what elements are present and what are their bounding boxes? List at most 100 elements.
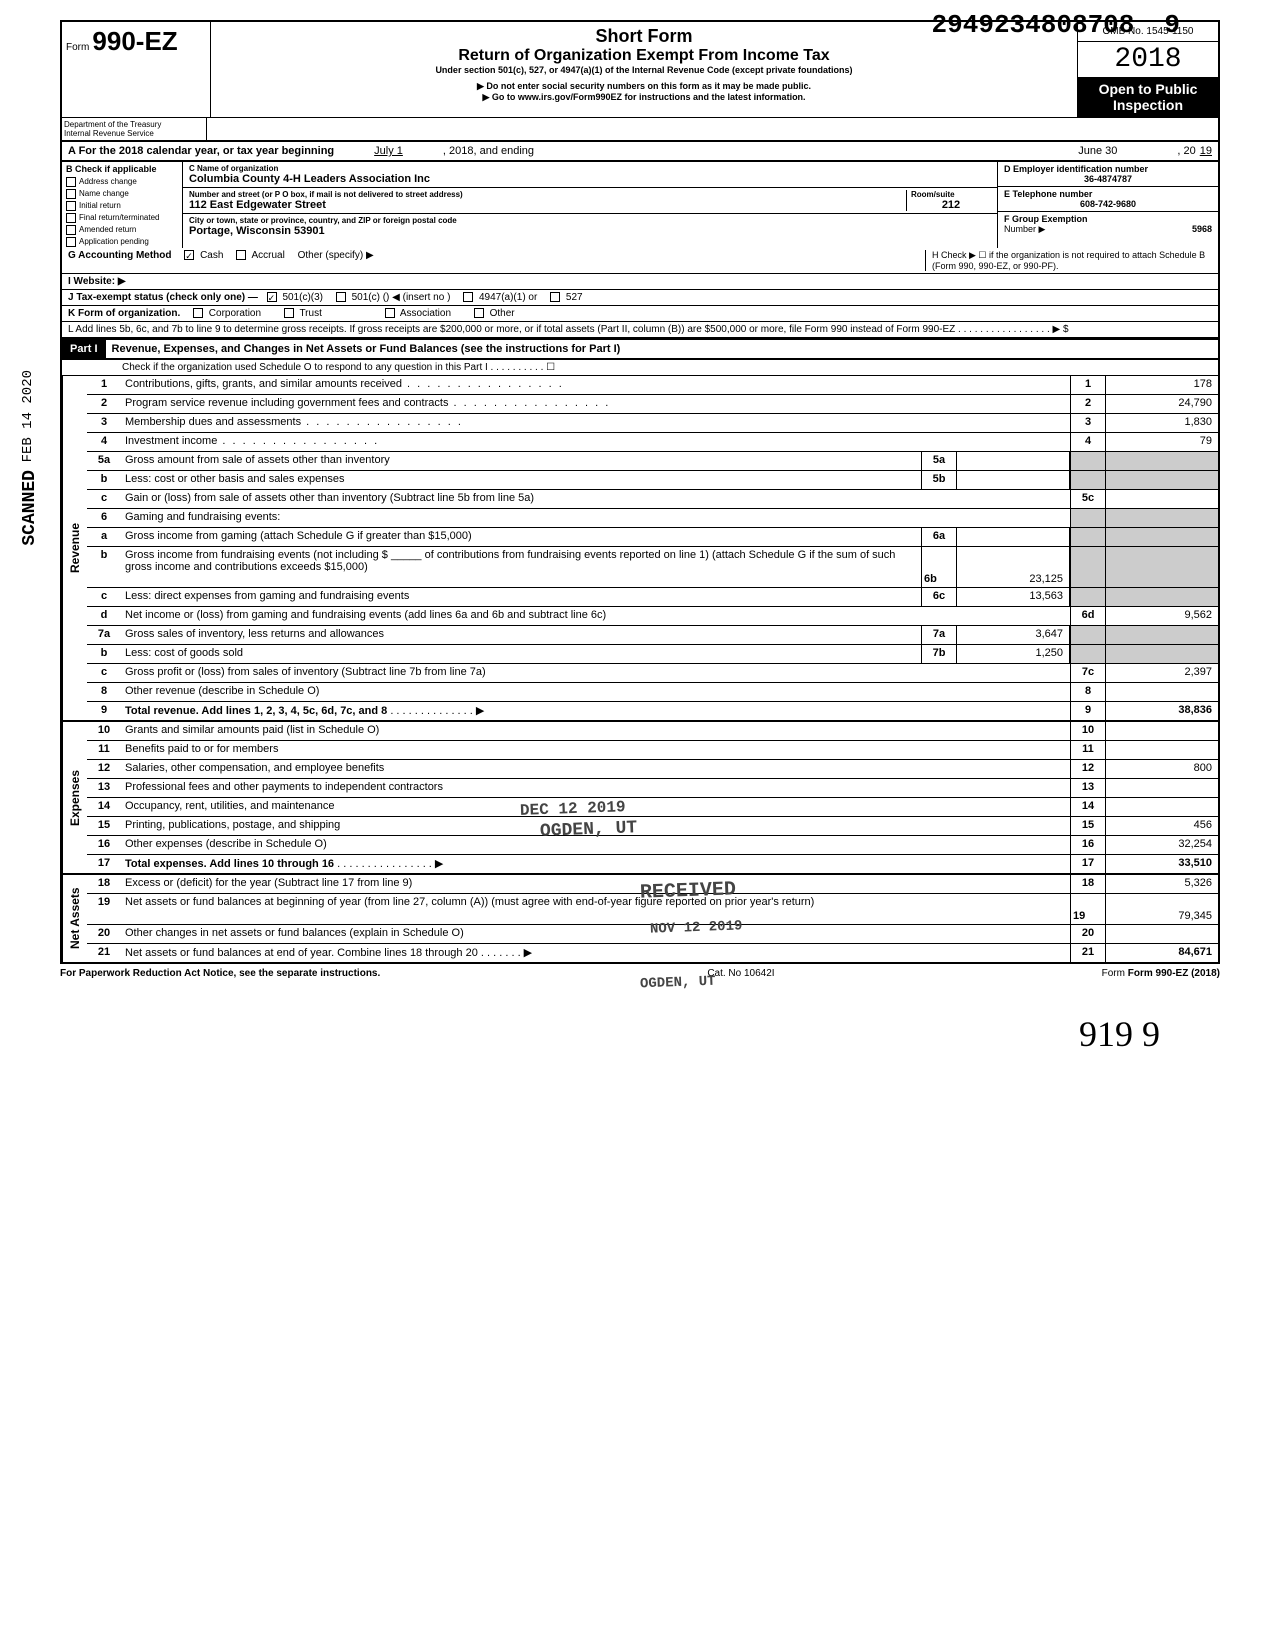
ein-value: 36-4874787 [1004, 174, 1212, 184]
room-label: Room/suite [911, 190, 991, 199]
line-9-value: 38,836 [1105, 702, 1218, 720]
row-k-org-form: K Form of organization. Corporation Trus… [60, 306, 1220, 322]
open-public-badge: Open to Public Inspection [1078, 77, 1218, 117]
form-number: 990-EZ [92, 26, 177, 56]
checkbox-527[interactable] [550, 292, 560, 302]
group-exempt-label: F Group Exemption [1004, 214, 1088, 224]
line-21-desc: Net assets or fund balances at end of ye… [121, 944, 1070, 962]
line-17-value: 33,510 [1105, 855, 1218, 873]
line-7a-desc: Gross sales of inventory, less returns a… [121, 626, 921, 644]
line-12-value: 800 [1105, 760, 1218, 778]
title-return: Return of Organization Exempt From Incom… [221, 47, 1067, 65]
part-1-desc: Revenue, Expenses, and Changes in Net As… [106, 343, 621, 355]
street-address: 112 East Edgewater Street [189, 199, 906, 211]
line-17-desc: Total expenses. Add lines 10 through 16 … [121, 855, 1070, 873]
line-1-value: 178 [1105, 376, 1218, 394]
group-exempt-value: 5968 [1192, 224, 1212, 234]
checkbox-address-change[interactable] [66, 177, 76, 187]
addr-label: Number and street (or P O box, if mail i… [189, 190, 906, 199]
checkbox-501c3[interactable] [267, 292, 277, 302]
city-label: City or town, state or province, country… [189, 216, 457, 225]
line-21-value: 84,671 [1105, 944, 1218, 962]
line-9-desc: Total revenue. Add lines 1, 2, 3, 4, 5c,… [121, 702, 1070, 720]
line-11-desc: Benefits paid to or for members [121, 741, 1070, 759]
line-3-desc: Membership dues and assessments [121, 414, 1070, 432]
city-state-zip: Portage, Wisconsin 53901 [189, 225, 325, 237]
line-6a-desc: Gross income from gaming (attach Schedul… [121, 528, 921, 546]
revenue-side-label: Revenue [62, 376, 87, 720]
line-2-desc: Program service revenue including govern… [121, 395, 1070, 413]
checkbox-amended[interactable] [66, 225, 76, 235]
checkbox-accrual[interactable] [236, 250, 246, 260]
line-5b-value [957, 471, 1070, 489]
line-15-value: 456 [1105, 817, 1218, 835]
line-20-value [1105, 925, 1218, 943]
part-1-check: Check if the organization used Schedule … [60, 360, 1220, 376]
received-stamp: RECEIVED [640, 878, 737, 904]
checkbox-pending[interactable] [66, 237, 76, 247]
checkbox-trust[interactable] [284, 308, 294, 318]
row-g-label: G Accounting Method [68, 250, 172, 261]
checkbox-name-change[interactable] [66, 189, 76, 199]
phone-value: 608-742-9680 [1004, 199, 1212, 209]
tax-year: 2018 [1078, 42, 1218, 77]
line-7c-value: 2,397 [1105, 664, 1218, 682]
line-20-desc: Other changes in net assets or fund bala… [121, 925, 1070, 943]
checkbox-final-return[interactable] [66, 213, 76, 223]
line-6b-desc: Gross income from fundraising events (no… [121, 547, 921, 587]
org-name: Columbia County 4-H Leaders Association … [189, 173, 430, 185]
checkbox-initial-return[interactable] [66, 201, 76, 211]
checkbox-other[interactable] [474, 308, 484, 318]
line-10-desc: Grants and similar amounts paid (list in… [121, 722, 1070, 740]
line-2-value: 24,790 [1105, 395, 1218, 413]
checkbox-assoc[interactable] [385, 308, 395, 318]
dec-date-stamp: DEC 12 2019 [520, 798, 626, 820]
line-5c-value [1105, 490, 1218, 508]
line-19-value: 79,345 [1105, 894, 1218, 924]
line-14-value [1105, 798, 1218, 816]
treasury-dept: Department of the Treasury Internal Reve… [62, 118, 207, 140]
line-8-value [1105, 683, 1218, 701]
line-18-desc: Excess or (deficit) for the year (Subtra… [121, 875, 1070, 893]
line-1-desc: Contributions, gifts, grants, and simila… [121, 376, 1070, 394]
line-6a-value [957, 528, 1070, 546]
room-number: 212 [911, 199, 991, 211]
title-section: Under section 501(c), 527, or 4947(a)(1)… [221, 65, 1067, 75]
line-7b-desc: Less: cost of goods sold [121, 645, 921, 663]
part-1-label: Part I [62, 340, 106, 358]
line-19-desc: Net assets or fund balances at beginning… [121, 894, 1070, 924]
col-b-checkboxes: B Check if applicable Address change Nam… [62, 162, 183, 248]
line-6-desc: Gaming and fundraising events: [121, 509, 1070, 527]
line-6c-value: 13,563 [957, 588, 1070, 606]
line-7c-desc: Gross profit or (loss) from sales of inv… [121, 664, 1070, 682]
checkbox-4947[interactable] [463, 292, 473, 302]
line-13-desc: Professional fees and other payments to … [121, 779, 1070, 797]
org-name-label: C Name of organization [189, 164, 278, 173]
row-h: H Check ▶ ☐ if the organization is not r… [925, 250, 1212, 271]
line-18-value: 5,326 [1105, 875, 1218, 893]
line-16-value: 32,254 [1105, 836, 1218, 854]
line-7a-value: 3,647 [957, 626, 1070, 644]
line-5a-value [957, 452, 1070, 470]
line-5c-desc: Gain or (loss) from sale of assets other… [121, 490, 1070, 508]
title-link: ▶ Go to www.irs.gov/Form990EZ for instru… [221, 92, 1067, 103]
form-prefix: Form [66, 42, 89, 53]
line-5a-desc: Gross amount from sale of assets other t… [121, 452, 921, 470]
checkbox-cash[interactable] [184, 250, 194, 260]
phone-label: E Telephone number [1004, 189, 1212, 199]
scanned-stamp: SCANNED [20, 470, 40, 546]
line-7b-value: 1,250 [957, 645, 1070, 663]
line-10-value [1105, 722, 1218, 740]
row-j-tax-status: J Tax-exempt status (check only one) — 5… [60, 290, 1220, 306]
row-a-tax-year: A For the 2018 calendar year, or tax yea… [60, 142, 1220, 162]
title-warning: ▶ Do not enter social security numbers o… [221, 81, 1067, 92]
ein-label: D Employer identification number [1004, 164, 1212, 174]
ogden-stamp: OGDEN, UT [540, 818, 638, 841]
row-i-website: I Website: ▶ [60, 274, 1220, 290]
ogden-stamp-2: OGDEN, UT [640, 974, 716, 993]
instructions-spacer [207, 118, 1218, 140]
checkbox-501c[interactable] [336, 292, 346, 302]
line-13-value [1105, 779, 1218, 797]
document-number: 29492348087089 [932, 10, 1180, 40]
checkbox-corp[interactable] [193, 308, 203, 318]
